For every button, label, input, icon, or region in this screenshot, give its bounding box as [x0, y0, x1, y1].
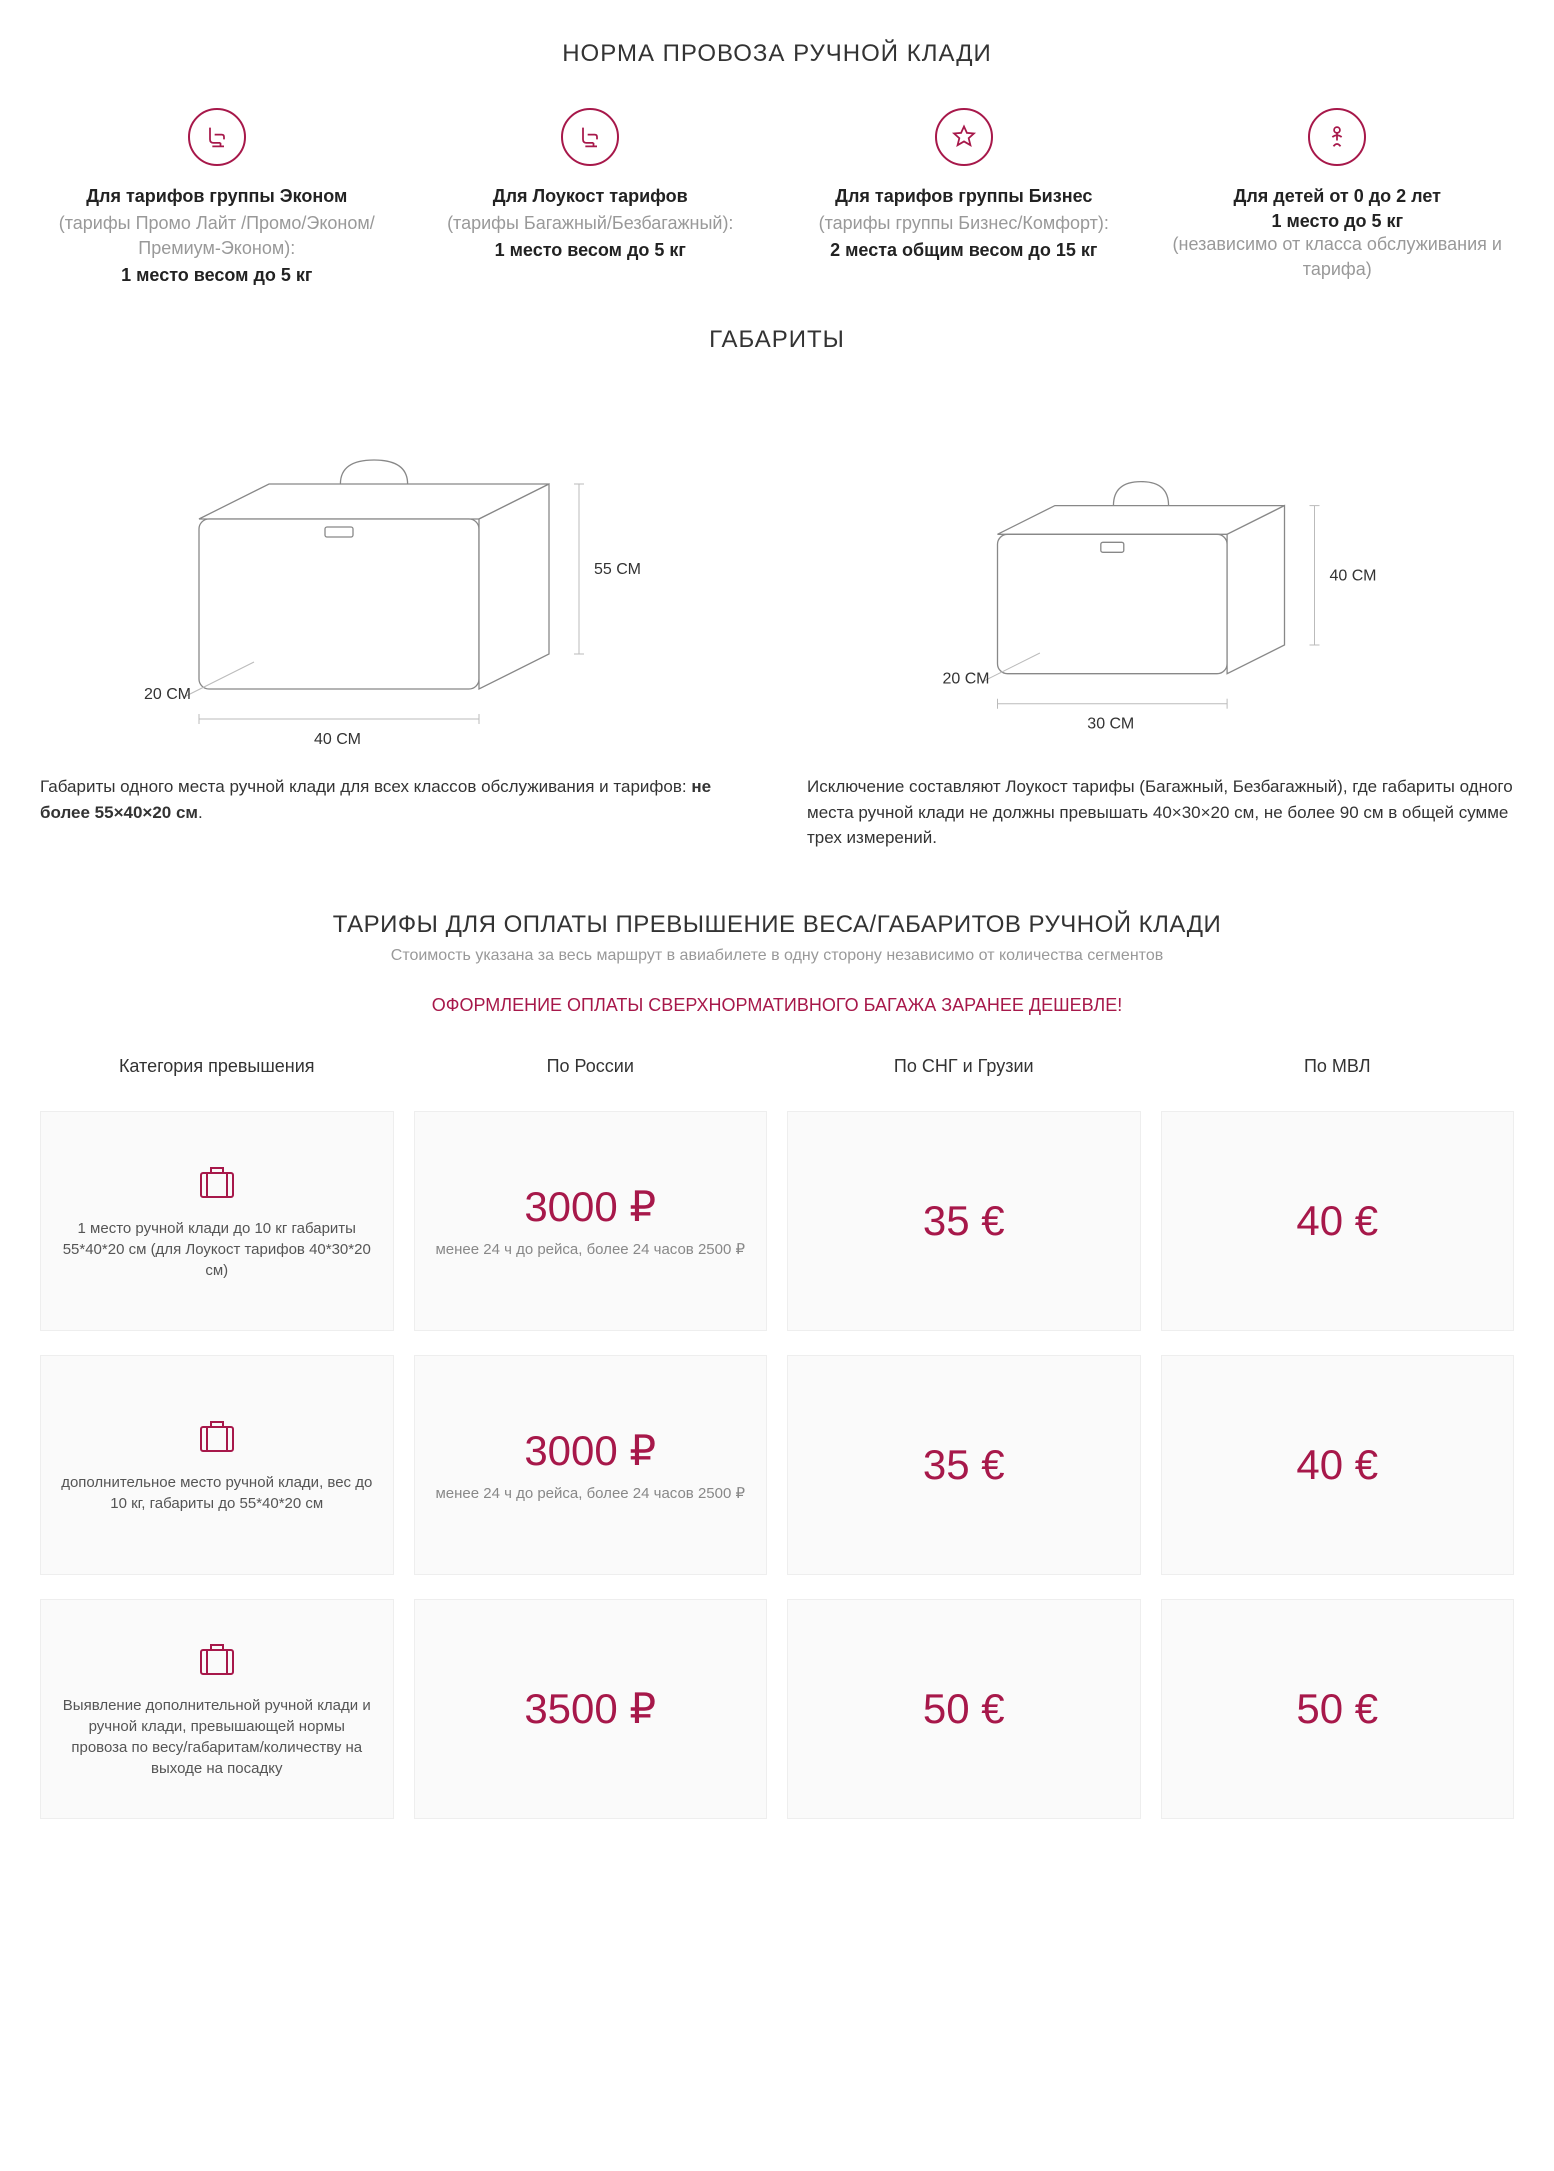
category-text: 1 место ручной клади до 10 кг габариты 5… — [61, 1218, 373, 1281]
price-amount: 40 € — [1296, 1197, 1378, 1245]
category-text: дополнительное место ручной клади, вес д… — [61, 1472, 373, 1514]
star-icon — [935, 108, 993, 166]
price-amount: 50 € — [923, 1685, 1005, 1733]
price-value-cell: 35 € — [787, 1355, 1141, 1575]
price-header-cell: По МВЛ — [1161, 1056, 1515, 1087]
price-value-cell: 40 € — [1161, 1111, 1515, 1331]
price-category-cell: дополнительное место ручной клади, вес д… — [40, 1355, 394, 1575]
tariff-allowance: 1 место до 5 кг — [1161, 211, 1515, 232]
dimension-caption: Исключение составляют Лоукост тарифы (Ба… — [807, 774, 1514, 851]
dimensions-title: ГАБАРИТЫ — [40, 326, 1514, 354]
dim-width: 40 СМ — [314, 731, 361, 748]
pricing-title: ТАРИФЫ ДЛЯ ОПЛАТЫ ПРЕВЫШЕНИЕ ВЕСА/ГАБАРИ… — [40, 911, 1514, 939]
price-category-cell: Выявление дополнительной ручной клади и … — [40, 1599, 394, 1819]
price-row: Выявление дополнительной ручной клади и … — [40, 1599, 1514, 1819]
tariff-sub: (тарифы Багажный/Безбагажный): — [414, 211, 768, 236]
price-amount: 3500 ₽ — [524, 1684, 656, 1733]
price-value-cell: 40 € — [1161, 1355, 1515, 1575]
price-value-cell: 3000 ₽ менее 24 ч до рейса, более 24 часо… — [414, 1355, 768, 1575]
price-header-row: Категория превышения По России По СНГ и Гр… — [40, 1056, 1514, 1087]
price-amount: 50 € — [1296, 1685, 1378, 1733]
tariff-title: Для детей от 0 до 2 лет — [1161, 186, 1515, 207]
dim-height: 40 СМ — [1329, 568, 1376, 585]
price-amount: 3000 ₽ — [524, 1182, 656, 1231]
price-amount: 3000 ₽ — [524, 1426, 656, 1475]
price-header-cell: По СНГ и Грузии — [787, 1056, 1141, 1087]
tariff-allowance: 2 места общим весом до 15 кг — [787, 240, 1141, 261]
seat-icon — [561, 108, 619, 166]
tariff-allowance: 1 место весом до 5 кг — [40, 265, 394, 286]
dim-depth: 20 СМ — [942, 671, 989, 688]
dim-height: 55 СМ — [594, 561, 641, 578]
dim-depth: 20 СМ — [144, 686, 191, 703]
tariff-sub: (тарифы группы Бизнес/Комфорт): — [787, 211, 1141, 236]
seat-icon — [188, 108, 246, 166]
price-note: менее 24 ч до рейса, более 24 часов 2500… — [435, 1483, 745, 1504]
dimension-caption: Габариты одного места ручной клади для в… — [40, 774, 747, 825]
price-value-cell: 50 € — [1161, 1599, 1515, 1819]
tariff-col: Для тарифов группы Эконом (тарифы Промо Л… — [40, 108, 394, 286]
bag-icon — [193, 1161, 241, 1206]
tariff-col: Для Лоукост тарифов (тарифы Багажный/Безб… — [414, 108, 768, 286]
price-row: дополнительное место ручной клади, вес д… — [40, 1355, 1514, 1575]
tariff-col: Для тарифов группы Бизнес (тарифы группы … — [787, 108, 1141, 286]
price-amount: 35 € — [923, 1441, 1005, 1489]
price-value-cell: 3000 ₽ менее 24 ч до рейса, более 24 часо… — [414, 1111, 768, 1331]
price-table: Категория превышения По России По СНГ и Гр… — [40, 1056, 1514, 1843]
handluggage-title: НОРМА ПРОВОЗА РУЧНОЙ КЛАДИ — [40, 40, 1514, 68]
child-icon — [1308, 108, 1366, 166]
tariff-title: Для тарифов группы Бизнес — [787, 186, 1141, 207]
price-category-cell: 1 место ручной клади до 10 кг габариты 5… — [40, 1111, 394, 1331]
dimensions-row: 55 СМ 40 СМ 20 СМ Габариты одного места … — [40, 394, 1514, 851]
tariff-row: Для тарифов группы Эконом (тарифы Промо Л… — [40, 108, 1514, 286]
pricing-subtitle: Стоимость указана за весь маршрут в авиа… — [40, 947, 1514, 965]
bag-icon — [193, 1415, 241, 1460]
price-amount: 35 € — [923, 1197, 1005, 1245]
tariff-sub: (независимо от класса обслуживания и тар… — [1161, 232, 1515, 282]
price-value-cell: 50 € — [787, 1599, 1141, 1819]
price-row: 1 место ручной клади до 10 кг габариты 5… — [40, 1111, 1514, 1331]
tariff-col: Для детей от 0 до 2 лет 1 место до 5 кг(н… — [1161, 108, 1515, 286]
suitcase-diagram: 55 СМ 40 СМ 20 СМ — [40, 394, 747, 754]
tariff-sub: (тарифы Промо Лайт /Промо/Эконом/Премиум… — [40, 211, 394, 261]
dim-width: 30 СМ — [1087, 716, 1134, 733]
dimension-col: 55 СМ 40 СМ 20 СМ Габариты одного места … — [40, 394, 747, 851]
price-header-cell: По России — [414, 1056, 768, 1087]
price-amount: 40 € — [1296, 1441, 1378, 1489]
price-note: менее 24 ч до рейса, более 24 часов 2500… — [435, 1239, 745, 1260]
pricing-banner: ОФОРМЛЕНИЕ ОПЛАТЫ СВЕРХНОРМАТИВНОГО БАГА… — [40, 995, 1514, 1016]
tariff-title: Для тарифов группы Эконом — [40, 186, 394, 207]
dimension-col: 40 СМ 30 СМ 20 СМ Исключение составляют … — [807, 394, 1514, 851]
tariff-title: Для Лоукост тарифов — [414, 186, 768, 207]
tariff-allowance: 1 место весом до 5 кг — [414, 240, 768, 261]
price-value-cell: 35 € — [787, 1111, 1141, 1331]
category-text: Выявление дополнительной ручной клади и … — [61, 1695, 373, 1779]
suitcase-diagram: 40 СМ 30 СМ 20 СМ — [807, 394, 1514, 754]
bag-icon — [193, 1638, 241, 1683]
price-value-cell: 3500 ₽ — [414, 1599, 768, 1819]
price-header-cell: Категория превышения — [40, 1056, 394, 1087]
